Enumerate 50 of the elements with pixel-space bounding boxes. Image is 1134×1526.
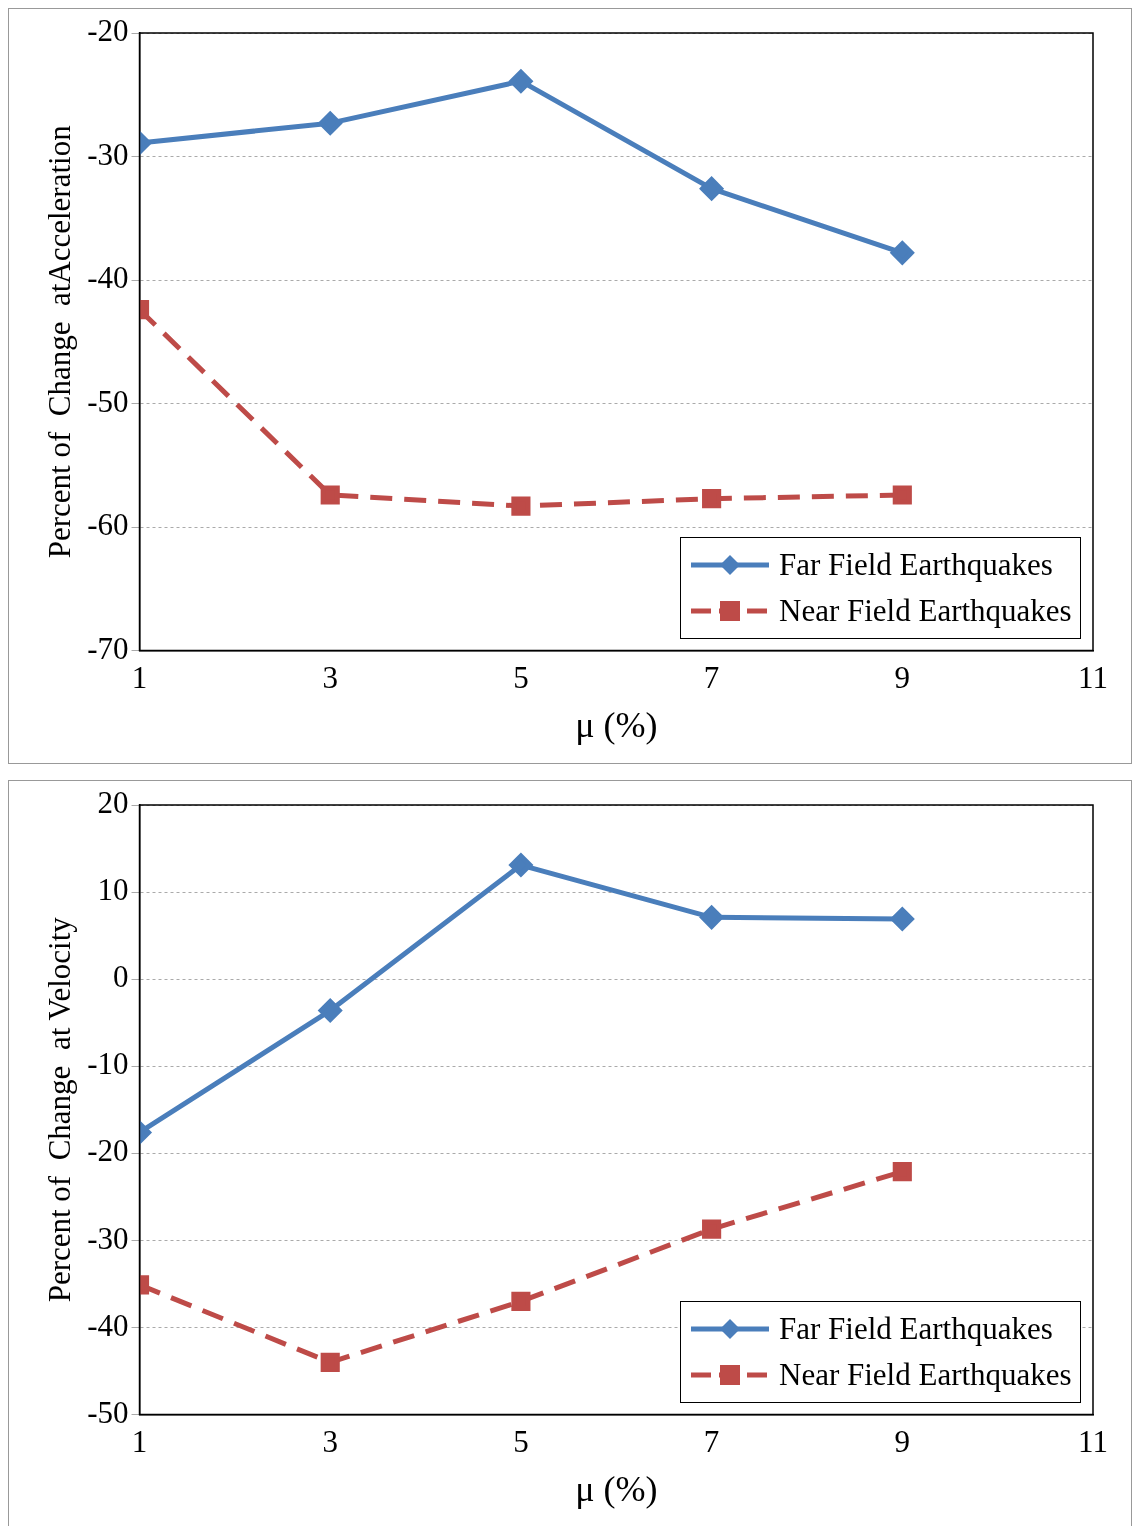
- y-tick-label: 20: [97, 785, 129, 821]
- x-tick-label: 11: [1078, 660, 1108, 696]
- point: [700, 177, 724, 201]
- point: [702, 489, 722, 509]
- legend-label: Near Field Earthquakes: [779, 1356, 1072, 1393]
- x-tick-label: 9: [894, 660, 911, 696]
- y-tick-label: -50: [87, 383, 129, 419]
- y-tick-label: 10: [97, 872, 129, 908]
- point: [320, 1352, 340, 1372]
- x-tick-label: 3: [322, 660, 338, 696]
- point: [511, 496, 531, 516]
- point: [509, 69, 533, 93]
- point: [320, 485, 340, 505]
- point: [890, 241, 914, 265]
- y-tick-label: -40: [87, 1307, 129, 1343]
- x-tick-label: 7: [703, 1424, 720, 1460]
- y-tick-label: -30: [87, 1220, 129, 1256]
- x-tick-label: 5: [513, 1424, 529, 1460]
- y-tick-label: -50: [87, 1394, 129, 1430]
- point: [890, 907, 914, 931]
- point: [509, 853, 533, 877]
- y-tick-label: -20: [87, 13, 129, 49]
- y-tick-label: -30: [87, 136, 129, 172]
- y-tick-label: -60: [87, 507, 129, 543]
- x-tick-label: 1: [131, 660, 148, 696]
- legend-label: Far Field Earthquakes: [779, 1310, 1053, 1347]
- x-axis-title: μ (%): [575, 1468, 658, 1509]
- point: [892, 485, 912, 505]
- x-tick-label: 1: [131, 1424, 148, 1460]
- point: [511, 1291, 531, 1311]
- x-tick-label: 7: [703, 660, 720, 696]
- point: [318, 999, 342, 1023]
- x-tick-label: 9: [894, 1424, 911, 1460]
- x-tick-label: 11: [1078, 1424, 1108, 1460]
- point: [702, 1219, 722, 1239]
- x-axis-title: μ (%): [575, 704, 658, 745]
- x-tick-label: 5: [513, 660, 529, 696]
- legend-label: Far Field Earthquakes: [779, 546, 1053, 583]
- y-axis-title: Percent of Change at Velocity: [41, 916, 77, 1303]
- x-tick-label: 3: [322, 1424, 338, 1460]
- y-tick-label: 0: [113, 959, 129, 995]
- y-tick-label: -40: [87, 260, 129, 296]
- y-tick-label: -20: [87, 1133, 129, 1169]
- point: [700, 905, 724, 929]
- y-tick-label: -10: [87, 1046, 129, 1082]
- legend-label: Near Field Earthquakes: [779, 592, 1072, 629]
- point: [892, 1162, 912, 1182]
- point: [318, 111, 342, 135]
- y-axis-title: Percent of Change atAcceleration: [41, 124, 77, 559]
- y-tick-label: -70: [87, 630, 129, 666]
